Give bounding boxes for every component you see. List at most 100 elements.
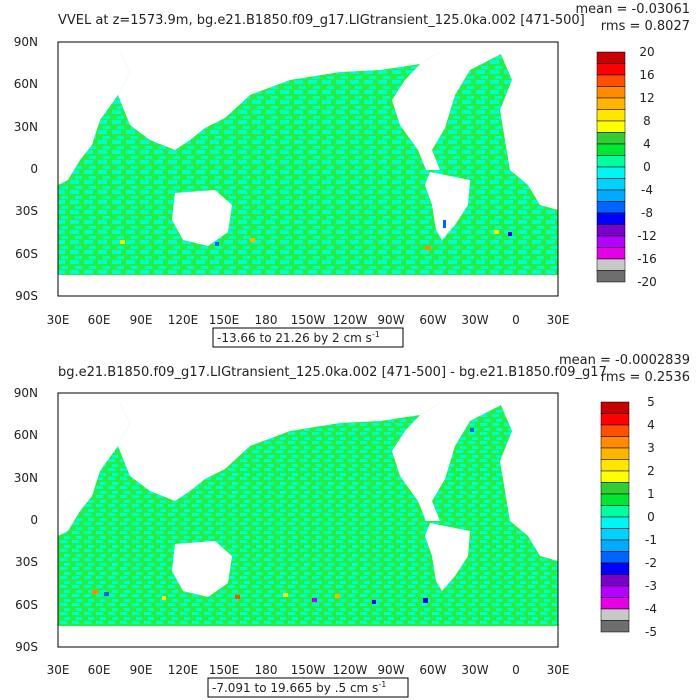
colorbar-swatch [596, 235, 626, 248]
svg-text:-13.66 to 21.26 by 2 cm s-1: -13.66 to 21.26 by 2 cm s-1 [217, 330, 380, 345]
panel-2-title: bg.e21.B1850.f09_g17.LIGtransient_125.0k… [58, 365, 607, 380]
colorbar-label: -2 [645, 556, 657, 570]
panel-2-xtick-30e-right: 30E [547, 663, 570, 677]
colorbar-swatch [600, 459, 630, 472]
colorbar-swatch [596, 155, 626, 168]
colorbar-label: -16 [637, 252, 657, 266]
colorbar-label: 0 [643, 160, 651, 174]
colorbar-swatch [600, 447, 630, 460]
colorbar-swatch [596, 178, 626, 191]
colorbar-swatch [600, 620, 630, 633]
panel-1-frame [57, 41, 559, 297]
colorbar-label: 8 [643, 114, 651, 128]
colorbar-label: 1 [647, 487, 655, 501]
panel-2-ytick-90s: 90S [15, 640, 38, 654]
panel-2-xtick-180: 180 [255, 663, 278, 677]
panel-1-xtick-60w: 60W [419, 313, 446, 327]
colorbar-swatch [596, 189, 626, 202]
colorbar-label: -4 [641, 183, 653, 197]
colorbar-swatch [596, 166, 626, 179]
panel-2-stat-rms: rms = 0.2536 [601, 370, 690, 385]
panel-1-ytick-30n: 30N [14, 120, 38, 134]
panel-2-land-south-america [425, 523, 470, 591]
panel-1-xtick-60e: 60E [88, 313, 111, 327]
colorbar-label: -8 [641, 206, 653, 220]
colorbar-label: -12 [637, 229, 657, 243]
panel-1-range-exponent: -1 [372, 330, 380, 339]
panel-2-land-africa-europe [58, 403, 130, 536]
panel-1-stat-rms: rms = 0.8027 [601, 19, 690, 34]
colorbar-label: 3 [647, 441, 655, 455]
colorbar-swatch [596, 97, 626, 110]
panel-1-colorbar: 20 16 12 8 4 0 -4 -8 -12 -16 -20 [596, 45, 657, 289]
panel-1-xtick-120w: 120W [333, 313, 368, 327]
panel-2-ytick-0: 0 [30, 513, 38, 527]
colorbar-label: 0 [647, 510, 655, 524]
colorbar-swatch [600, 424, 630, 437]
colorbar-label: 20 [639, 45, 654, 59]
panel-2-ytick-90n: 90N [14, 386, 38, 400]
panel-1-xtick-30e-right: 30E [547, 313, 570, 327]
colorbar-swatch [600, 597, 630, 610]
colorbar-swatch [596, 212, 626, 225]
panel-1-land-africa-europe [58, 52, 130, 185]
panel-2-xtick-120w: 120W [333, 663, 368, 677]
panel-1-ytick-30s: 30S [15, 204, 38, 218]
colorbar-swatch [596, 63, 626, 76]
colorbar-swatch [596, 86, 626, 99]
colorbar-swatch [596, 224, 626, 237]
colorbar-swatch [600, 528, 630, 541]
colorbar-swatch [596, 51, 626, 64]
panel-2-xtick-150w: 150W [291, 663, 326, 677]
panel-1-ytick-90n: 90N [14, 35, 38, 49]
colorbar-swatch [600, 562, 630, 575]
colorbar-label: -1 [645, 533, 657, 547]
panel-2-xtick-0: 0 [512, 663, 520, 677]
colorbar-swatch [600, 493, 630, 506]
colorbar-swatch [600, 413, 630, 426]
panel-2-range-text: -7.091 to 19.665 by .5 cm s [212, 681, 378, 695]
panel-1: VVEL at z=1573.9m, bg.e21.B1850.f09_g17.… [14, 2, 690, 348]
colorbar-swatch [600, 574, 630, 587]
panel-1-y-ticks: 90N 60N 30N 0 30S 60S 90S [14, 35, 38, 303]
colorbar-label: -20 [637, 275, 657, 289]
panel-1-xtick-90w: 90W [377, 313, 404, 327]
panel-1-ytick-90s: 90S [15, 289, 38, 303]
panel-1-land-south-america [425, 172, 470, 240]
panel-1-range-box: -13.66 to 21.26 by 2 cm s-1 [212, 327, 404, 348]
panel-1-xtick-30w: 30W [461, 313, 488, 327]
colorbar-swatch [600, 516, 630, 529]
panel-2-xtick-120e: 120E [168, 663, 199, 677]
panel-1-land-australia [172, 190, 232, 246]
colorbar-label: 4 [643, 137, 651, 151]
panel-2-xtick-30w: 30W [461, 663, 488, 677]
panel-1-map [57, 41, 559, 297]
panel-2-range-box: -7.091 to 19.665 by .5 cm s-1 [207, 677, 409, 698]
colorbar-swatch [596, 120, 626, 133]
panel-2-xtick-60w: 60W [419, 663, 446, 677]
panel-2-colorbar: 5 4 3 2 1 0 -1 -2 -3 -4 -5 [600, 395, 657, 639]
panel-1-xtick-150w: 150W [291, 313, 326, 327]
panel-2-land-africa-right [500, 403, 558, 561]
panel-2: bg.e21.B1850.f09_g17.LIGtransient_125.0k… [14, 353, 690, 698]
colorbar-swatch [600, 401, 630, 414]
colorbar-swatch [600, 539, 630, 552]
colorbar-swatch [596, 109, 626, 122]
colorbar-label: 4 [647, 418, 655, 432]
panel-2-xtick-60e: 60E [88, 663, 111, 677]
panel-2-ytick-30n: 30N [14, 471, 38, 485]
panel-2-ytick-60n: 60N [14, 428, 38, 442]
panel-1-x-ticks: 30E 60E 90E 120E 150E 180 150W 120W 90W … [47, 313, 570, 327]
colorbar-swatch [596, 143, 626, 156]
panel-2-stat-mean: mean = -0.0002839 [559, 353, 690, 368]
panel-2-antarctic-band [58, 626, 558, 647]
colorbar-label: 16 [639, 68, 654, 82]
panel-2-y-ticks: 90N 60N 30N 0 30S 60S 90S [14, 386, 38, 654]
panel-2-xtick-90w: 90W [377, 663, 404, 677]
colorbar-swatch [596, 74, 626, 87]
panel-1-xtick-120e: 120E [168, 313, 199, 327]
panel-1-stat-mean: mean = -0.03061 [576, 2, 690, 17]
colorbar-swatch [596, 270, 626, 283]
colorbar-label: 2 [647, 464, 655, 478]
